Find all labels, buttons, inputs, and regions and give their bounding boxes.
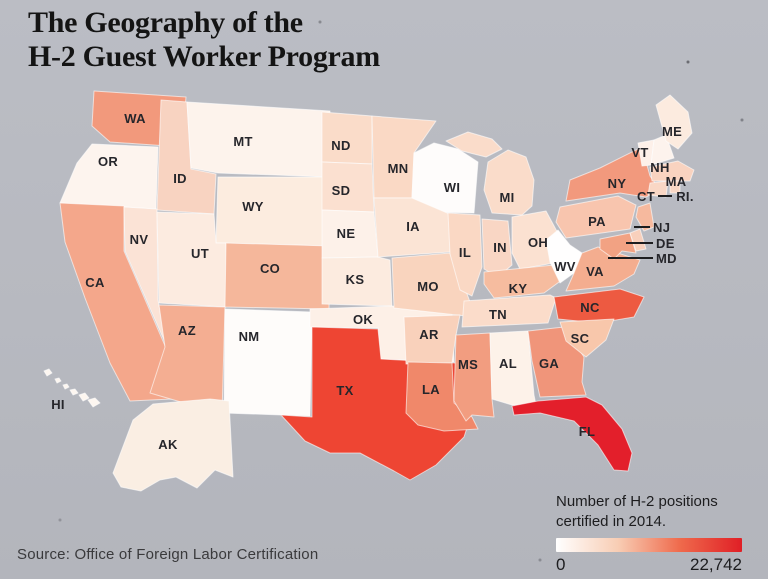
state-de [629, 228, 647, 252]
state-label-wi: WI [444, 180, 460, 195]
state-label-wv: WV [554, 259, 576, 274]
state-nc [553, 288, 645, 324]
state-tn [461, 294, 557, 328]
state-label-mt: MT [233, 134, 252, 149]
state-label-ct: CT [637, 189, 655, 204]
state-label-az: AZ [178, 323, 196, 338]
legend-max-label: 22,742 [690, 554, 742, 574]
state-hi [43, 368, 101, 408]
state-label-ar: AR [419, 327, 439, 342]
state-me [655, 94, 693, 150]
legend-caption-line-2: certified in 2014. [556, 512, 667, 530]
legend-caption-line-1: Number of H-2 positions [556, 493, 718, 510]
state-label-md: MD [656, 251, 677, 266]
legend-scale: 0 22,742 [556, 555, 742, 575]
state-mt [186, 101, 331, 178]
state-label-nj: NJ [653, 220, 670, 235]
state-label-sc: SC [571, 331, 590, 346]
state-ms [453, 332, 495, 422]
source-attribution: Source: Office of Foreign Labor Certific… [17, 546, 319, 563]
state-ma [649, 160, 695, 182]
state-label-nh: NH [650, 160, 669, 175]
title-line-1: The Geography of the [28, 6, 303, 39]
state-label-oh: OH [528, 235, 548, 250]
state-label-pa: PA [588, 214, 606, 229]
state-label-fl: FL [579, 424, 595, 439]
state-label-al: AL [499, 356, 517, 371]
state-label-wa: WA [124, 111, 146, 126]
state-ri [669, 180, 681, 194]
state-ar [403, 314, 461, 365]
state-label-tx: TX [336, 383, 353, 398]
legend-gradient-bar [556, 537, 742, 552]
state-label-ga: GA [539, 356, 559, 371]
state-nm [223, 308, 313, 417]
state-label-nm: NM [239, 329, 260, 344]
state-label-ia: IA [406, 219, 420, 234]
state-label-me: ME [662, 124, 682, 139]
state-label-mi: MI [499, 190, 514, 205]
legend-caption: Number of H-2 positions certified in 201… [556, 492, 746, 532]
state-label-sd: SD [332, 183, 351, 198]
page-title: The Geography of the H-2 Guest Worker Pr… [28, 6, 380, 73]
state-label-id: ID [173, 171, 187, 186]
state-nj [635, 202, 655, 232]
state-label-mn: MN [388, 161, 409, 176]
state-co [224, 242, 331, 310]
legend: Number of H-2 positions certified in 201… [556, 492, 746, 575]
state-sc [559, 318, 615, 358]
legend-min-label: 0 [556, 554, 566, 574]
state-label-ny: NY [608, 176, 627, 191]
state-label-la: LA [422, 382, 440, 397]
state-fl [511, 396, 633, 472]
state-wy [215, 176, 331, 247]
state-label-tn: TN [489, 307, 507, 322]
state-label-ks: KS [346, 272, 365, 287]
state-label-co: CO [260, 261, 280, 276]
state-label-ut: UT [191, 246, 209, 261]
state-ak [112, 398, 234, 492]
state-il [447, 212, 483, 297]
state-label-nv: NV [130, 232, 149, 247]
state-label-wy: WY [242, 199, 264, 214]
state-label-nc: NC [580, 300, 600, 315]
state-label-ca: CA [85, 275, 105, 290]
state-label-il: IL [459, 245, 471, 260]
state-label-ne: NE [337, 226, 356, 241]
state-label-ky: KY [509, 281, 528, 296]
state-label-de: DE [656, 236, 675, 251]
state-label-ak: AK [158, 437, 178, 452]
state-label-va: VA [586, 264, 604, 279]
state-label-ma: MA [666, 174, 687, 189]
title-line-2: H-2 Guest Worker Program [28, 39, 380, 73]
state-label-ri: RI. [676, 189, 694, 204]
state-pa [555, 195, 637, 239]
state-label-hi: HI [51, 397, 65, 412]
state-label-in: IN [493, 240, 507, 255]
state-mi [445, 131, 535, 216]
state-label-nd: ND [331, 138, 350, 153]
state-label-or: OR [98, 154, 118, 169]
state-la [405, 361, 479, 432]
state-label-mo: MO [417, 279, 439, 294]
state-label-vt: VT [631, 145, 648, 160]
state-label-ok: OK [353, 312, 373, 327]
state-ks [321, 256, 393, 307]
state-label-ms: MS [458, 357, 478, 372]
